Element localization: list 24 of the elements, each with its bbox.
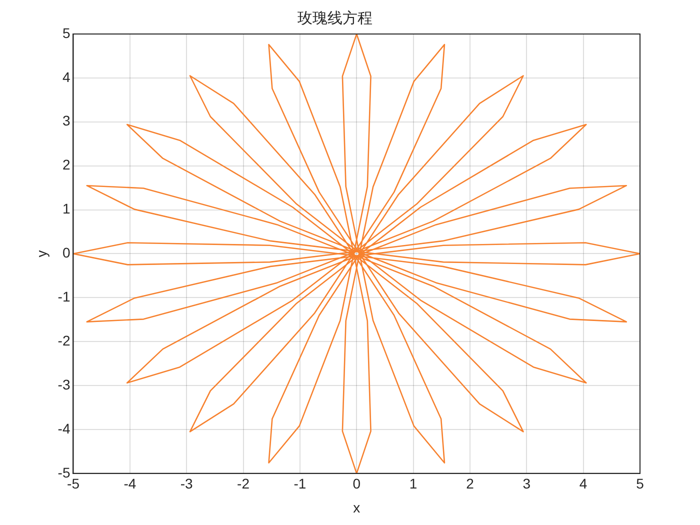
y-tick-label: 4 bbox=[62, 68, 70, 85]
x-axis-title: x bbox=[353, 499, 360, 516]
x-tick-label: 3 bbox=[522, 476, 531, 492]
x-tick-label: -3 bbox=[180, 476, 194, 492]
x-tick-label: 4 bbox=[579, 476, 588, 492]
x-tick-label: 0 bbox=[352, 476, 361, 492]
y-tick-label: 3 bbox=[62, 112, 70, 129]
x-tick-label: 2 bbox=[466, 476, 474, 492]
y-tick-label: 5 bbox=[62, 24, 70, 41]
x-tick-label: -1 bbox=[294, 476, 306, 492]
y-tick-label: 0 bbox=[62, 244, 70, 261]
x-tick-label: -2 bbox=[237, 476, 250, 492]
y-tick-label: 1 bbox=[62, 200, 70, 217]
chart-title: 玫瑰线方程 bbox=[298, 8, 372, 27]
y-axis-title: y bbox=[33, 250, 50, 258]
x-tick-label: 1 bbox=[409, 476, 418, 492]
x-tick-label: 5 bbox=[636, 476, 644, 492]
y-tick-label: -1 bbox=[58, 288, 70, 304]
y-tick-label: -2 bbox=[58, 332, 70, 348]
y-tick-label: -3 bbox=[58, 376, 70, 392]
y-tick-label: -4 bbox=[58, 420, 70, 436]
y-tick-label: 2 bbox=[62, 156, 70, 173]
x-tick-label: -4 bbox=[124, 476, 136, 492]
y-tick-label: -5 bbox=[58, 464, 70, 480]
